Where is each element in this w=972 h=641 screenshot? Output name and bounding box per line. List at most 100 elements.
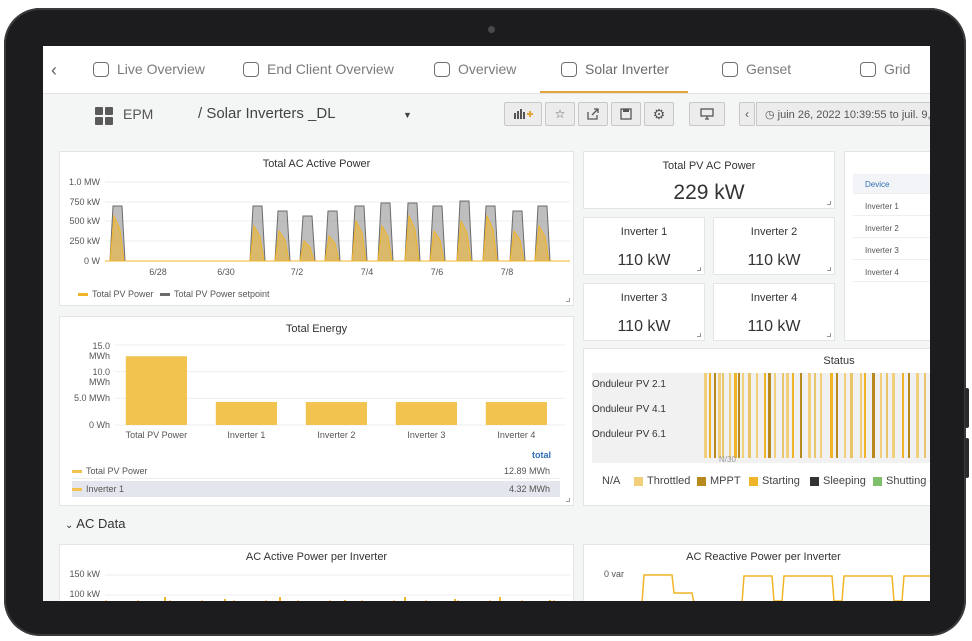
star-button[interactable]: ☆ [545, 102, 575, 126]
panel-inverter-1: Inverter 1 110 kW [583, 217, 705, 275]
add-panel-button[interactable] [504, 102, 542, 126]
status-segment [742, 373, 744, 458]
legend-row[interactable]: Total PV Power 12.89 MWh [72, 463, 560, 479]
back-icon[interactable]: ‹ [51, 60, 57, 80]
x-tick: 7/8 [500, 267, 514, 277]
status-segment [916, 373, 919, 458]
status-segment [768, 373, 771, 458]
status-segment [924, 373, 926, 458]
status-x-tick: N/30 [719, 455, 736, 464]
setpoint-series [105, 200, 570, 262]
status-segment [709, 373, 711, 458]
x-tick: 6/30 [217, 267, 235, 277]
status-segment [892, 373, 895, 458]
status-legend-item[interactable]: N/A [602, 475, 620, 487]
y-tick: 500 kW [69, 216, 100, 226]
apps-grid-icon[interactable] [95, 107, 113, 125]
save-button[interactable] [611, 102, 641, 126]
time-back-button[interactable]: ‹ [739, 102, 755, 126]
status-row-label: Onduleur PV 4.1 [592, 404, 666, 415]
resize-handle[interactable] [566, 498, 570, 502]
table-row[interactable]: Inverter 1 [853, 196, 930, 216]
screen: ‹ Live Overview End Client Overview Over… [43, 46, 930, 601]
tab-grid[interactable]: Grid [860, 61, 910, 91]
stat-value: 110 kW [747, 252, 801, 269]
star-icon: ☆ [554, 107, 566, 121]
status-segment [860, 373, 862, 458]
status-segment [792, 373, 794, 458]
tab-solar-inverter[interactable]: Solar Inverter [561, 61, 669, 91]
status-legend-item[interactable]: Throttled [634, 475, 690, 487]
energy-bar[interactable] [125, 356, 187, 425]
status-legend-label: Throttled [647, 475, 691, 487]
energy-bar[interactable] [215, 401, 277, 425]
status-legend-item[interactable]: Shutting d [873, 475, 930, 487]
status-segment [872, 373, 875, 458]
legend-item[interactable]: Total PV Power setpoint [160, 289, 270, 299]
panel-title: Total Energy [285, 323, 348, 335]
x-tick: 7/2 [290, 267, 304, 277]
y-tick: 5.0 MWh [73, 393, 110, 403]
reactive-series [641, 574, 930, 601]
status-segment [844, 373, 846, 458]
legend-row[interactable]: Inverter 1 4.32 MWh [72, 481, 560, 497]
status-segment [774, 373, 776, 458]
caret-down-icon[interactable]: ▼ [403, 110, 412, 120]
tab-genset[interactable]: Genset [722, 61, 791, 91]
y-tick: 100 kW [69, 589, 100, 599]
status-legend-item[interactable]: Starting [749, 475, 800, 487]
tab-live-overview[interactable]: Live Overview [93, 61, 205, 91]
monitor-icon [700, 108, 714, 120]
status-legend-label: Shutting d [886, 475, 930, 487]
share-button[interactable] [578, 102, 608, 126]
section-ac-data[interactable]: ⌄ AC Data [65, 516, 125, 531]
resize-handle[interactable] [827, 333, 831, 337]
stat-value: 229 kW [673, 181, 745, 204]
resize-handle[interactable] [827, 201, 831, 205]
status-segment [729, 373, 731, 458]
panel-total-ac-active-power: Total AC Active Power 1.0 MW 750 kW 500 … [59, 151, 574, 306]
table-header[interactable]: Device [853, 174, 930, 194]
status-legend-item[interactable]: MPPT [697, 475, 741, 487]
energy-bar[interactable] [305, 402, 367, 425]
time-range-picker[interactable]: ◷ juin 26, 2022 10:39:55 to juil. 9, 202… [756, 102, 930, 126]
y-tick: 0 Wh [88, 420, 110, 430]
status-legend-item[interactable]: Sleeping [810, 475, 866, 487]
gear-icon: ⚙ [652, 105, 666, 122]
status-segment [902, 373, 904, 458]
legend-item[interactable]: Total PV Power [78, 289, 154, 299]
y-tick: 250 kW [69, 236, 100, 246]
legend-label: Total PV Power [92, 289, 154, 299]
panel-title: Inverter 1 [620, 226, 668, 238]
y-tick: 750 kW [69, 197, 100, 207]
energy-bar[interactable] [485, 402, 547, 425]
table-row[interactable]: Inverter 2 [853, 218, 930, 238]
table-row[interactable]: Inverter 3 [853, 240, 930, 260]
status-legend-label: Sleeping [823, 475, 866, 487]
active-tab-indicator [540, 91, 688, 93]
total-column-header[interactable]: total [532, 450, 551, 460]
tab-overview[interactable]: Overview [434, 61, 516, 91]
tv-mode-button[interactable] [689, 102, 725, 126]
app-name[interactable]: EPM [123, 106, 154, 122]
y-tick: 0 W [83, 256, 100, 266]
settings-button[interactable]: ⚙ [644, 102, 674, 126]
resize-handle[interactable] [697, 333, 701, 337]
resize-handle[interactable] [827, 267, 831, 271]
panel-inverter-3: Inverter 3 110 kW [583, 283, 705, 341]
resize-handle[interactable] [566, 298, 570, 302]
status-timeline [704, 373, 926, 458]
y-tick: 1.0 MW [68, 177, 100, 187]
x-tick: 7/6 [430, 267, 444, 277]
dashboard-title[interactable]: / Solar Inverters _DL [198, 105, 336, 122]
ac-per-inverter-series [105, 574, 570, 601]
tab-end-client-overview[interactable]: End Client Overview [243, 61, 394, 91]
status-segment [808, 373, 811, 458]
chevron-down-icon: ⌄ [65, 520, 74, 531]
tab-label: Overview [458, 61, 517, 77]
legend-label: Total PV Power setpoint [174, 289, 270, 299]
energy-bar[interactable] [395, 402, 457, 425]
resize-handle[interactable] [697, 267, 701, 271]
table-row[interactable]: Inverter 4 [853, 262, 930, 282]
tab-label: Solar Inverter [585, 61, 670, 77]
